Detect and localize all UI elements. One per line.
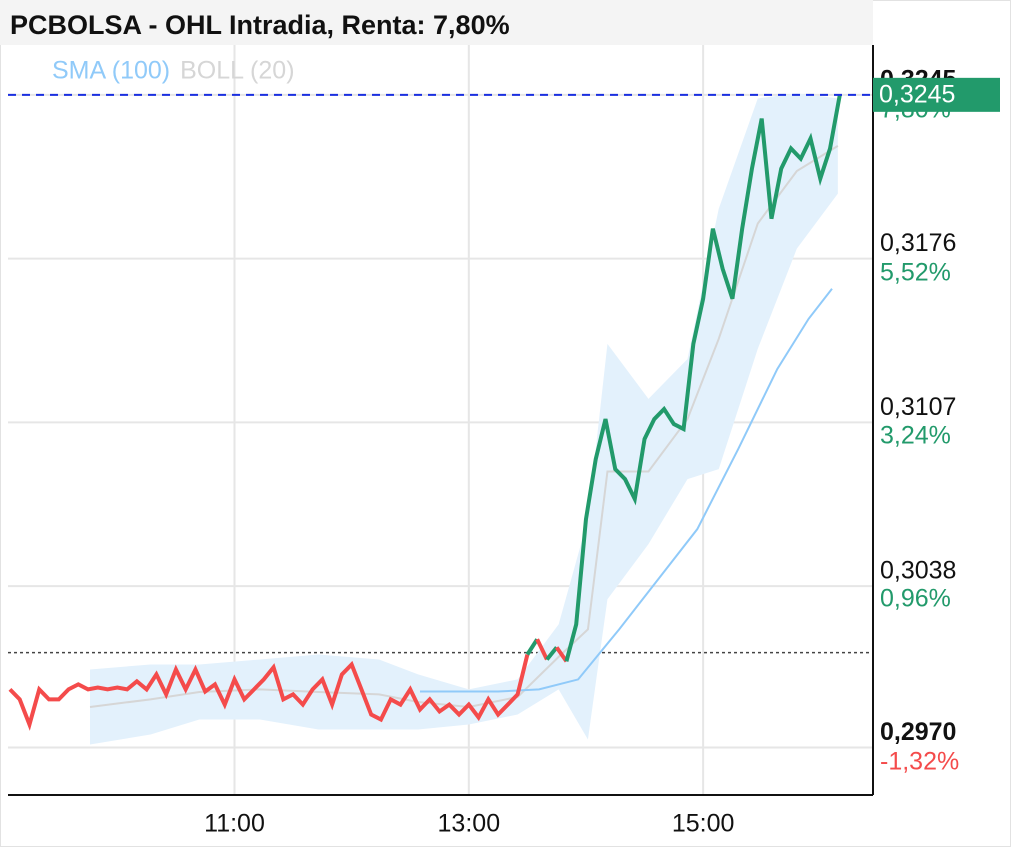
y-tick-label: 0,3107 (880, 393, 956, 421)
y2-tick-label: 0,96% (880, 585, 951, 613)
y2-tick-label: -1,32% (880, 748, 959, 776)
price-line (525, 638, 539, 656)
bollinger-middle (89, 145, 839, 708)
price-line (555, 646, 569, 663)
legend-entry: BOLL (20) (180, 57, 294, 85)
y-tick-label: 0,3038 (880, 557, 956, 585)
y-tick-label: 0,2970 (880, 718, 956, 746)
last-price-box (873, 77, 1000, 112)
lines (8, 94, 842, 731)
overlay: SMA (100) BOLL (20) 0,3245 (8, 57, 1000, 112)
y2-tick-label: 5,52% (880, 259, 951, 287)
chart-title: PCBOLSA - OHL Intradia, Renta: 7,80% (10, 10, 510, 40)
x-tick-label: 15:00 (672, 810, 735, 838)
price-line (535, 638, 549, 661)
last-price-label: 0,3245 (879, 80, 955, 108)
y2-tick-label: 3,24% (880, 422, 951, 450)
title-bar (0, 0, 873, 45)
sma-line (419, 288, 833, 693)
x-tick-label: 11:00 (204, 810, 265, 838)
price-line (564, 94, 842, 662)
bollinger (89, 93, 839, 745)
y-tick-label: 0,3176 (880, 229, 956, 257)
price-line (545, 646, 559, 661)
legend-entry: SMA (100) (52, 57, 170, 85)
price-line (8, 654, 530, 731)
x-tick-label: 13:00 (438, 810, 501, 838)
